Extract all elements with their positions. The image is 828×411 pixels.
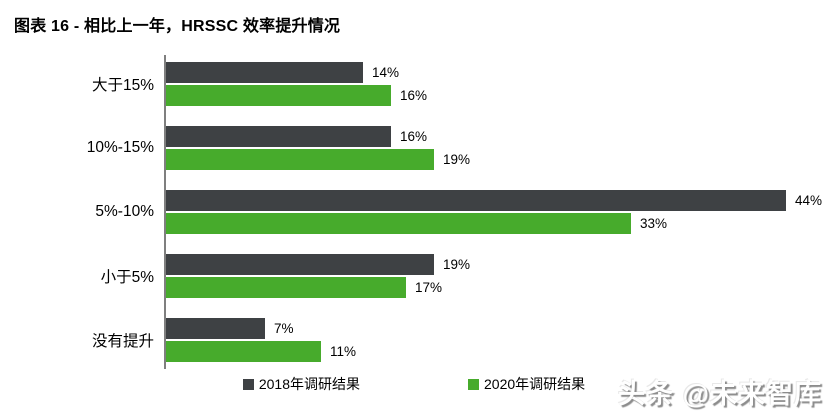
bar-group: 7% 11% <box>166 318 828 362</box>
bar-2020年调研结果 <box>166 149 434 170</box>
bar-2018年调研结果 <box>166 190 786 211</box>
bar-line: 16% <box>166 85 828 106</box>
bars-area: 14% 16% 16% 19% 44% 33% 19% 17% 7% 11% <box>164 55 828 369</box>
bar-line: 14% <box>166 62 828 83</box>
value-label: 17% <box>415 280 443 295</box>
value-label: 7% <box>274 321 294 336</box>
value-label: 16% <box>400 88 428 103</box>
bar-2018年调研结果 <box>166 62 363 83</box>
plot-area: 大于15% 10%-15% 5%-10% 小于5% 没有提升 14% 16% 16% 19% 4… <box>0 55 828 369</box>
value-label: 19% <box>443 152 471 167</box>
category-label: 10%-15% <box>86 139 154 156</box>
bar-2020年调研结果 <box>166 85 391 106</box>
legend-marker-icon <box>242 378 254 390</box>
value-label: 33% <box>640 216 668 231</box>
bar-line: 19% <box>166 254 828 275</box>
bar-line: 11% <box>166 341 828 362</box>
legend-label: 2018年调研结果 <box>258 376 360 392</box>
chart-title: 图表 16 - 相比上一年，HRSSC 效率提升情况 <box>14 18 341 35</box>
category-label: 5%-10% <box>95 203 154 220</box>
bar-group: 16% 19% <box>166 126 828 170</box>
watermark: 头条 @未来智库 <box>618 379 822 409</box>
bar-group: 44% 33% <box>166 190 828 234</box>
value-label: 16% <box>400 129 428 144</box>
bar-2018年调研结果 <box>166 126 391 147</box>
bar-line: 7% <box>166 318 828 339</box>
bar-group: 14% 16% <box>166 62 828 106</box>
value-label: 19% <box>443 257 471 272</box>
bar-line: 19% <box>166 149 828 170</box>
legend-item-2020年调研结果: 2020年调研结果 <box>468 374 585 394</box>
category-label: 大于15% <box>91 77 154 94</box>
bar-2020年调研结果 <box>166 277 406 298</box>
bar-line: 16% <box>166 126 828 147</box>
value-label: 14% <box>372 65 400 80</box>
category-label: 没有提升 <box>91 333 154 350</box>
category-axis: 大于15% 10%-15% 5%-10% 小于5% 没有提升 <box>0 55 164 369</box>
category-label: 小于5% <box>100 269 154 286</box>
bar-line: 33% <box>166 213 828 234</box>
bar-group: 19% 17% <box>166 254 828 298</box>
legend-label: 2020年调研结果 <box>484 376 586 392</box>
value-label: 44% <box>795 193 823 208</box>
legend: 2018年调研结果 2020年调研结果 <box>0 374 828 394</box>
bar-2020年调研结果 <box>166 341 321 362</box>
bar-line: 44% <box>166 190 828 211</box>
value-label: 11% <box>330 344 357 359</box>
legend-marker-icon <box>468 378 479 390</box>
bar-2018年调研结果 <box>166 318 265 339</box>
bar-2020年调研结果 <box>166 213 631 234</box>
legend-item-2018年调研结果: 2018年调研结果 <box>242 374 360 394</box>
bar-2018年调研结果 <box>166 254 434 275</box>
bar-line: 17% <box>166 277 828 298</box>
